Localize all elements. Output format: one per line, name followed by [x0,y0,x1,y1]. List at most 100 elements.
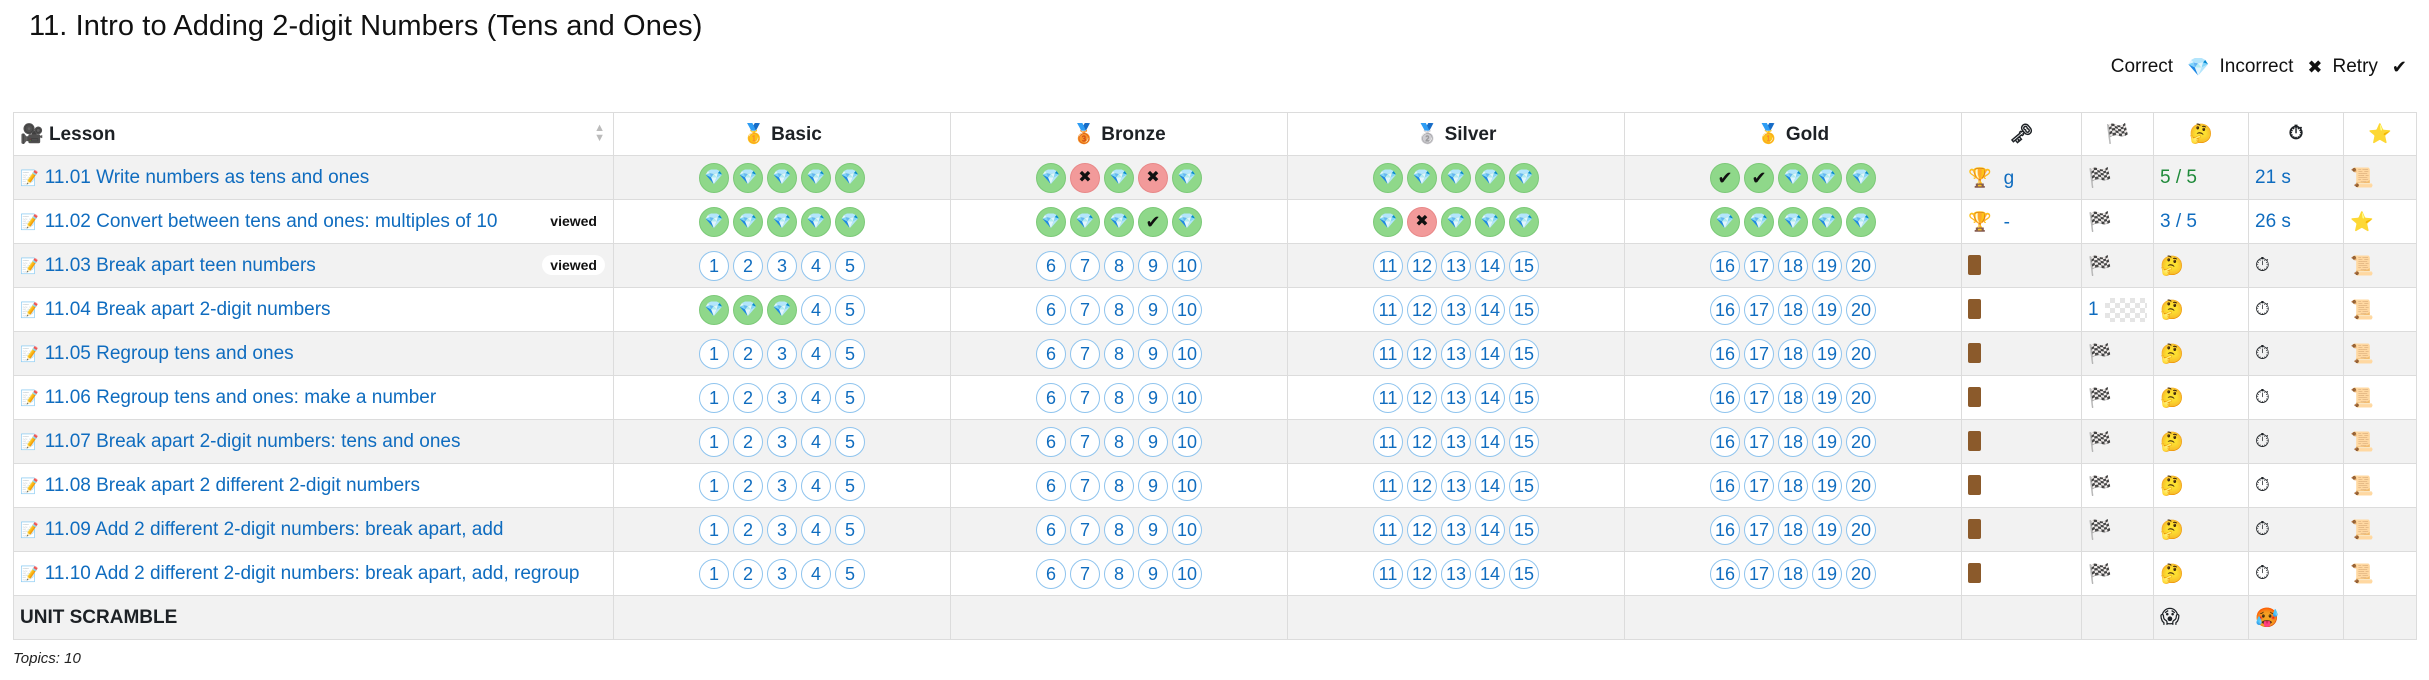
exercise-number-button[interactable]: 1 [699,558,729,589]
exercise-number-button[interactable]: 20 [1846,294,1876,325]
lesson-link[interactable]: 11.10 Add 2 different 2-digit numbers: b… [44,562,580,584]
exercise-number-button[interactable]: 12 [1407,338,1437,369]
exercise-number-button[interactable]: 8 [1104,558,1134,589]
correct-gem-icon[interactable]: 💎 [1475,206,1505,237]
exercise-number-button[interactable]: 17 [1744,558,1774,589]
exercise-number-button[interactable]: 8 [1104,426,1134,457]
exercise-number-button[interactable]: 17 [1744,382,1774,413]
lesson-link[interactable]: 11.08 Break apart 2 different 2-digit nu… [44,474,420,496]
scroll-icon[interactable]: 📜 [2343,551,2417,596]
lesson-link[interactable]: 11.02 Convert between tens and ones: mul… [44,210,498,232]
exercise-number-button[interactable]: 2 [733,338,763,369]
exercise-number-button[interactable]: 11 [1373,338,1403,369]
exercise-number-button[interactable]: 16 [1710,426,1740,457]
exercise-number-button[interactable]: 18 [1778,514,1808,545]
exercise-number-button[interactable]: 6 [1036,514,1066,545]
exercise-number-button[interactable]: 20 [1846,250,1876,281]
exercise-number-button[interactable]: 5 [835,426,865,457]
exercise-number-button[interactable]: 19 [1812,470,1842,501]
exercise-number-button[interactable]: 6 [1036,470,1066,501]
exercise-number-button[interactable]: 4 [801,470,831,501]
exercise-number-button[interactable]: 10 [1172,338,1202,369]
incorrect-cross-icon[interactable]: ✖ [1138,162,1168,193]
correct-gem-icon[interactable]: 💎 [1036,162,1066,193]
exercise-number-button[interactable]: 1 [699,250,729,281]
door-icon[interactable] [1968,299,1981,320]
exercise-number-button[interactable]: 13 [1441,250,1471,281]
correct-gem-icon[interactable]: 💎 [1509,162,1539,193]
exercise-number-button[interactable]: 15 [1509,470,1539,501]
exercise-number-button[interactable]: 8 [1104,294,1134,325]
exercise-number-button[interactable]: 13 [1441,514,1471,545]
correct-gem-icon[interactable]: 💎 [1070,206,1100,237]
exercise-number-button[interactable]: 6 [1036,426,1066,457]
exercise-number-button[interactable]: 13 [1441,338,1471,369]
exercise-number-button[interactable]: 11 [1373,426,1403,457]
thinking-face-icon[interactable]: 🤔 [2153,463,2249,508]
exercise-number-button[interactable]: 19 [1812,558,1842,589]
correct-gem-icon[interactable]: 💎 [1778,162,1808,193]
exercise-number-button[interactable]: 18 [1778,294,1808,325]
stopwatch-icon[interactable]: ⏱ [2248,551,2344,596]
scroll-icon[interactable]: 📜 [2343,243,2417,288]
exercise-number-button[interactable]: 10 [1172,558,1202,589]
correct-gem-icon[interactable]: 💎 [733,294,763,325]
exercise-number-button[interactable]: 15 [1509,558,1539,589]
thinking-face-icon[interactable]: 🤔 [2153,551,2249,596]
exercise-number-button[interactable]: 1 [699,382,729,413]
lesson-link[interactable]: 11.03 Break apart teen numbers [44,254,316,276]
column-header-lesson[interactable]: 🎥 Lesson ▲ ▼ [13,112,614,156]
stopwatch-icon[interactable]: ⏱ [2248,463,2344,508]
exercise-number-button[interactable]: 2 [733,426,763,457]
exercise-number-button[interactable]: 3 [767,558,797,589]
exercise-number-button[interactable]: 1 [699,470,729,501]
exercise-number-button[interactable]: 6 [1036,250,1066,281]
scroll-icon[interactable]: 📜 [2343,507,2417,552]
scroll-icon[interactable]: 📜 [2343,419,2417,464]
exercise-number-button[interactable]: 1 [699,514,729,545]
exercise-number-button[interactable]: 18 [1778,338,1808,369]
correct-gem-icon[interactable]: 💎 [1475,162,1505,193]
exercise-number-button[interactable]: 2 [733,250,763,281]
exercise-number-button[interactable]: 16 [1710,338,1740,369]
exercise-number-button[interactable]: 3 [767,470,797,501]
exercise-number-button[interactable]: 5 [835,558,865,589]
stopwatch-icon[interactable]: ⏱ [2248,331,2344,376]
door-icon[interactable] [1968,343,1981,364]
correct-gem-icon[interactable]: 💎 [801,162,831,193]
time-cell[interactable]: 21 s [2248,155,2344,200]
exercise-number-button[interactable]: 5 [835,470,865,501]
exercise-number-button[interactable]: 6 [1036,294,1066,325]
exercise-number-button[interactable]: 4 [801,514,831,545]
lesson-link[interactable]: 11.09 Add 2 different 2-digit numbers: b… [44,518,504,540]
correct-gem-icon[interactable]: 💎 [1104,162,1134,193]
exercise-number-button[interactable]: 10 [1172,382,1202,413]
correct-gem-icon[interactable]: 💎 [699,162,729,193]
exercise-number-button[interactable]: 11 [1373,514,1403,545]
correct-gem-icon[interactable]: 💎 [1846,162,1876,193]
exercise-number-button[interactable]: 15 [1509,294,1539,325]
exercise-number-button[interactable]: 10 [1172,514,1202,545]
exercise-number-button[interactable]: 13 [1441,382,1471,413]
thinking-face-icon[interactable]: 🤔 [2153,331,2249,376]
exercise-number-button[interactable]: 10 [1172,250,1202,281]
exercise-number-button[interactable]: 12 [1407,470,1437,501]
exercise-number-button[interactable]: 7 [1070,250,1100,281]
exercise-number-button[interactable]: 3 [767,382,797,413]
exercise-number-button[interactable]: 7 [1070,514,1100,545]
lesson-link[interactable]: 11.05 Regroup tens and ones [44,342,294,364]
correct-gem-icon[interactable]: 💎 [699,294,729,325]
stopwatch-icon[interactable]: ⏱ [2248,507,2344,552]
exercise-number-button[interactable]: 3 [767,426,797,457]
screaming-face-icon[interactable]: 😱 [2153,595,2249,640]
lesson-link[interactable]: 11.07 Break apart 2-digit numbers: tens … [44,430,461,452]
exercise-number-button[interactable]: 13 [1441,470,1471,501]
exercise-number-button[interactable]: 12 [1407,382,1437,413]
lesson-link[interactable]: 11.06 Regroup tens and ones: make a numb… [44,386,437,408]
exercise-number-button[interactable]: 19 [1812,382,1842,413]
correct-gem-icon[interactable]: 💎 [835,162,865,193]
exercise-number-button[interactable]: 17 [1744,338,1774,369]
correct-gem-icon[interactable]: 💎 [733,206,763,237]
sort-icon[interactable]: ▲ ▼ [594,122,605,144]
retry-check-icon[interactable]: ✔ [1744,162,1774,193]
